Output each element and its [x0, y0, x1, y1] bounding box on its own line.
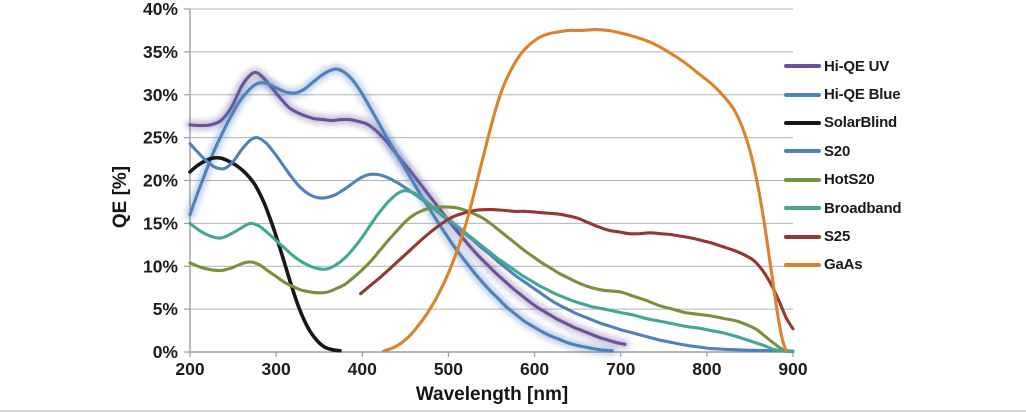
- x-tick-label: 900: [778, 359, 807, 379]
- legend-item-hi-qe-uv: Hi-QE UV: [784, 52, 901, 80]
- legend-label: SolarBlind: [824, 114, 898, 132]
- y-tick-label: 5%: [153, 299, 179, 319]
- legend-item-hots20: HotS20: [784, 166, 901, 194]
- series-glow-hi-qe-uv: [185, 67, 630, 350]
- series-hots20: [188, 205, 793, 353]
- y-tick-label: 40%: [143, 0, 178, 19]
- legend-item-gaas: GaAs: [784, 251, 901, 279]
- y-tick-label: 20%: [143, 171, 178, 191]
- legend-item-solarblind: SolarBlind: [784, 109, 901, 137]
- y-tick-label: 10%: [143, 256, 178, 276]
- x-tick-label: 400: [348, 359, 377, 379]
- y-tick-label: 30%: [143, 85, 178, 105]
- y-tick-label: 25%: [143, 128, 178, 148]
- legend-item-broadband: Broadband: [784, 194, 902, 222]
- legend-swatch-hi-qe-uv: [784, 64, 821, 69]
- legend-swatch-broadband: [784, 206, 821, 211]
- legend-label: Broadband: [824, 199, 902, 217]
- legend: Hi-QE UV Hi-QE Blue SolarBlind S20 HotS20 Bro…: [784, 52, 902, 279]
- legend-swatch-hi-qe-blue: [784, 92, 821, 97]
- x-tick-label: 200: [175, 359, 204, 379]
- series-hi-qe-uv: [188, 70, 627, 346]
- legend-label: Hi-QE UV: [824, 57, 890, 75]
- series-hi-qe-blue: [188, 67, 614, 353]
- y-tick-label: 0%: [153, 342, 179, 362]
- series-s25: [359, 208, 795, 331]
- legend-swatch-solarblind: [784, 120, 821, 125]
- legend-swatch-gaas: [784, 262, 821, 267]
- legend-item-hi-qe-blue: Hi-QE Blue: [784, 80, 901, 108]
- x-tick-label: 800: [692, 359, 721, 379]
- legend-label: S20: [824, 142, 851, 160]
- legend-swatch-s25: [784, 234, 821, 239]
- series-solarblind: [188, 155, 342, 353]
- legend-label: GaAs: [824, 256, 863, 274]
- x-tick-label: 600: [520, 359, 549, 379]
- series-broadband: [188, 189, 795, 354]
- legend-label: S25: [824, 228, 851, 246]
- y-axis-title: QE [%]: [110, 165, 131, 229]
- legend-swatch-hots20: [784, 177, 821, 182]
- legend-label: HotS20: [824, 171, 875, 189]
- y-tick-label: 15%: [143, 213, 178, 233]
- legend-label: Hi-QE Blue: [824, 86, 901, 104]
- legend-swatch-s20: [784, 149, 821, 154]
- series-gaas: [382, 28, 788, 353]
- x-tick-label: 500: [434, 359, 463, 379]
- y-tick-label: 35%: [143, 42, 178, 62]
- legend-item-s25: S25: [784, 222, 901, 250]
- x-tick-label: 300: [262, 359, 291, 379]
- x-tick-label: 700: [606, 359, 635, 379]
- x-axis-title: Wavelength [nm]: [415, 384, 569, 405]
- legend-item-s20: S20: [784, 137, 901, 165]
- bottom-divider: [0, 410, 1026, 412]
